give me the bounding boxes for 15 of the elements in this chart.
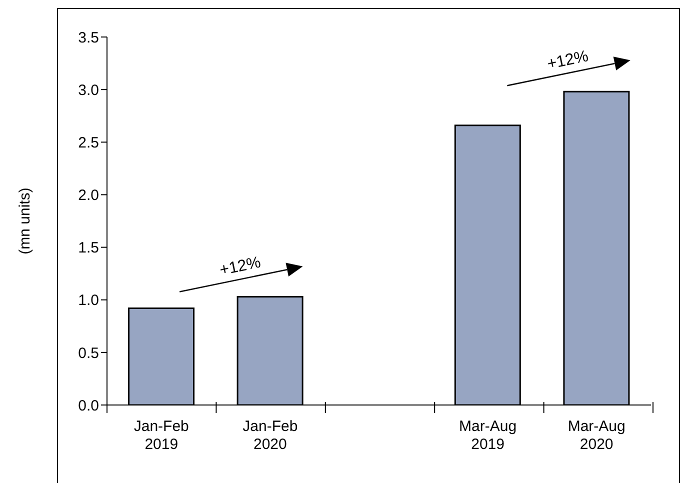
y-tick-label: 2.5 <box>78 134 99 152</box>
x-tick-label: Mar-Aug 2019 <box>459 418 517 453</box>
y-tick-label: 0.0 <box>78 397 99 414</box>
x-tick-label: Jan-Feb 2020 <box>242 418 298 453</box>
x-tick-label: Mar-Aug 2020 <box>568 418 626 453</box>
y-tick-label: 3.0 <box>78 82 99 99</box>
y-tick-label: 2.0 <box>78 187 99 204</box>
y-tick-label: 1.5 <box>78 240 99 257</box>
y-tick-label: 0.5 <box>78 344 99 362</box>
x-tick-label: Jan-Feb 2019 <box>134 418 189 453</box>
y-axis-title: (mn units) <box>16 188 34 254</box>
annotation: +12% <box>546 48 590 74</box>
annotation: +12% <box>218 254 262 280</box>
y-tick-label: 1.0 <box>78 292 99 310</box>
y-tick-label: 3.5 <box>78 29 99 46</box>
